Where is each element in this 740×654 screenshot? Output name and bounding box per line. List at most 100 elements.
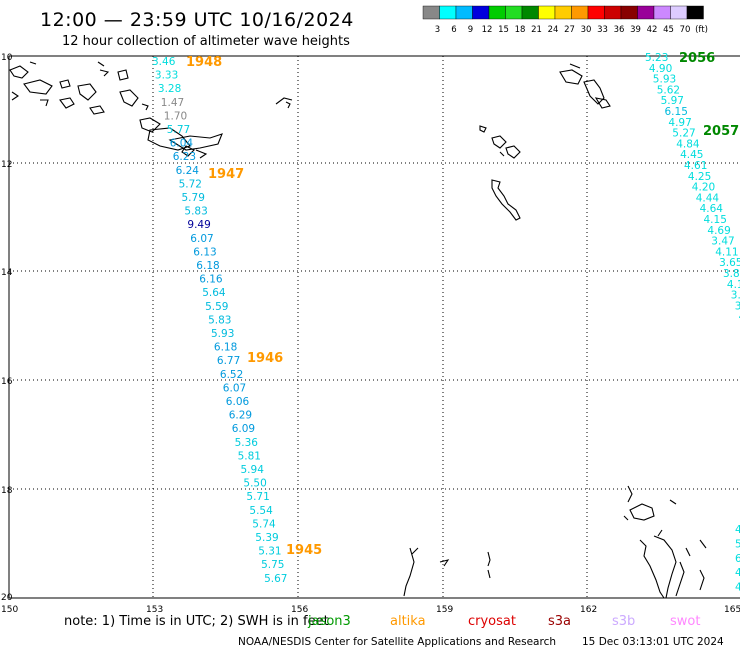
- wave-height-value: 6.07: [223, 382, 246, 394]
- wave-height-value: 3.: [735, 300, 740, 312]
- wave-height-value: 4.84: [676, 138, 700, 150]
- satellite-s3a: s3a: [548, 614, 571, 629]
- scale-label: 36: [614, 25, 625, 35]
- wave-height-value: 4.97: [668, 117, 691, 129]
- lat-lon-grid: [9, 56, 740, 598]
- color-scale-legend: 3 6 9 12 15 18 21 24 27 30 33 36 39 42 45 70 (ft): [422, 5, 708, 35]
- map-subtitle: 12 hour collection of altimeter wave hei…: [62, 34, 350, 49]
- wave-height-value: 5.74: [252, 518, 276, 530]
- satellite-cryosat: cryosat: [468, 614, 516, 629]
- wave-height-value: 3.7: [731, 290, 740, 302]
- wave-height-value: 5.36: [235, 437, 259, 449]
- wave-height-value: 5.83: [184, 206, 207, 218]
- wave-height-value: 5.97: [661, 95, 684, 107]
- wave-height-value: 5.39: [255, 532, 278, 544]
- scale-swatch: [439, 5, 457, 20]
- satellite-s3b: s3b: [612, 614, 635, 629]
- wave-height-value: 4.90: [649, 63, 672, 75]
- scale-label: 30: [581, 25, 592, 35]
- scale-label: 12: [482, 25, 493, 35]
- track-label-1947: 1947: [208, 167, 244, 182]
- lon-label-156: 156: [291, 605, 308, 615]
- lon-label-165: 165: [724, 605, 740, 615]
- wave-height-value: 5.23: [645, 52, 668, 64]
- wave-height-value: 5.81: [238, 450, 261, 462]
- lat-label-12: 12: [1, 160, 12, 170]
- wave-height-value: 5.79: [182, 192, 205, 204]
- wave-height-value: 4.20: [692, 182, 715, 194]
- wave-height-value: 4.25: [688, 171, 711, 183]
- wave-height-value: 3.28: [158, 83, 181, 95]
- scale-swatch: [472, 5, 490, 20]
- scale-swatch: [505, 5, 523, 20]
- satellite-swot: swot: [670, 614, 700, 629]
- scale-label: 42: [647, 25, 658, 35]
- wave-height-labels: 3.46 3.333.28 1.471.70 5.77 6.046.23 6.245.72…: [152, 52, 740, 594]
- scale-label: 9: [468, 25, 473, 35]
- scale-label: 33: [597, 25, 608, 35]
- wave-height-value: 6.52: [220, 369, 243, 381]
- wave-height-value: 5.59: [205, 301, 228, 313]
- scale-swatch: [604, 5, 622, 20]
- lat-label-20: 20: [1, 593, 13, 603]
- wave-height-value: 1.47: [161, 97, 184, 109]
- scale-label: 15: [498, 25, 509, 35]
- scale-label: 3: [435, 25, 440, 35]
- scale-label: 6: [451, 25, 456, 35]
- wave-height-value: 3.33: [155, 70, 178, 82]
- wave-height-value: 5.93: [211, 328, 234, 340]
- wave-height-value: 5.75: [261, 559, 284, 571]
- lon-label-162: 162: [580, 605, 597, 615]
- scale-label: 21: [531, 25, 542, 35]
- wave-height-value: 6.06: [226, 396, 250, 408]
- wave-height-value: 5.71: [246, 491, 269, 503]
- wave-height-value: 5.72: [179, 178, 202, 190]
- scale-label: 70: [680, 25, 691, 35]
- wave-height-value: 3.47: [711, 236, 734, 248]
- wave-height-value: 6.: [735, 553, 740, 565]
- scale-swatch: [587, 5, 605, 20]
- wave-height-value: 4.15: [704, 214, 727, 226]
- coastlines: [9, 61, 707, 599]
- scale-label: 45: [663, 25, 674, 35]
- wave-height-value: 5.50: [243, 478, 266, 490]
- lon-label-153: 153: [146, 605, 163, 615]
- lat-label-10: 10: [1, 53, 13, 63]
- wave-height-value: 5.54: [249, 505, 273, 517]
- scale-label: 27: [564, 25, 575, 35]
- wave-height-value: 6.18: [196, 260, 219, 272]
- wave-height-value: 3.84: [723, 268, 740, 280]
- wave-height-value: 4.64: [700, 203, 724, 215]
- credit-line: NOAA/NESDIS Center for Satellite Applica…: [238, 636, 556, 648]
- footer-note: note: 1) Time is in UTC; 2) SWH is in fe…: [64, 614, 329, 629]
- wave-height-value: 6.04: [170, 138, 194, 150]
- wave-height-value: 6.13: [193, 246, 216, 258]
- wave-height-value: 4: [739, 311, 740, 323]
- track-label-2057: 2057: [703, 124, 739, 139]
- lon-label-150: 150: [1, 605, 18, 615]
- lat-label-14: 14: [1, 268, 13, 278]
- lon-label-159: 159: [436, 605, 453, 615]
- lat-label-18: 18: [1, 486, 13, 496]
- scale-label: 24: [548, 25, 559, 35]
- scale-swatch: [571, 5, 589, 20]
- scale-swatch: [620, 5, 638, 20]
- scale-label: 39: [630, 25, 641, 35]
- scale-swatch: [521, 5, 539, 20]
- scale-label: (ft): [695, 25, 708, 35]
- scale-swatch: [637, 5, 655, 20]
- lat-label-16: 16: [1, 377, 13, 387]
- scale-swatch: [422, 5, 440, 20]
- wave-height-value: 6.18: [214, 342, 237, 354]
- wave-height-value: 6.29: [229, 410, 252, 422]
- wave-height-value: 6.07: [190, 233, 213, 245]
- wave-height-value: 9.49: [187, 219, 210, 231]
- wave-height-value: 6.16: [199, 274, 223, 286]
- wave-height-value: 4.1: [727, 279, 740, 291]
- scale-swatch: [455, 5, 473, 20]
- track-label-1948: 1948: [186, 55, 222, 70]
- scale-swatch: [670, 5, 688, 20]
- wave-height-value: 3.46: [152, 56, 176, 68]
